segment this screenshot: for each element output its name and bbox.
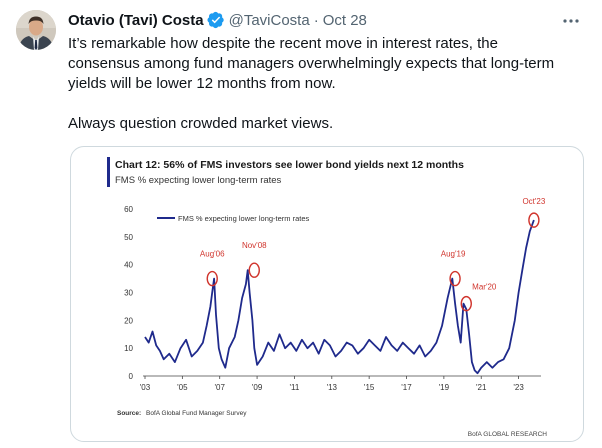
header-separator: · bbox=[313, 11, 319, 29]
annotation-label-0: Aug'06 bbox=[200, 250, 225, 259]
chart-subtitle: FMS % expecting lower long-term rates bbox=[115, 175, 282, 186]
x-tick-label-5: '13 bbox=[327, 383, 338, 392]
annotation-circle-4 bbox=[528, 212, 540, 228]
x-tick-label-10: '23 bbox=[513, 383, 524, 392]
tweet-timestamp[interactable]: Oct 28 bbox=[322, 11, 367, 29]
source-label: Source: bbox=[117, 410, 141, 417]
chart: Chart 12: 56% of FMS investors see lower… bbox=[107, 157, 548, 438]
tweet-media-image[interactable]: Chart 12: 56% of FMS investors see lower… bbox=[70, 146, 584, 442]
tweet-text-line-2: consensus among fund managers overwhelmi… bbox=[68, 55, 555, 72]
y-tick-label-5: 50 bbox=[124, 233, 133, 242]
annotation-circle-3 bbox=[460, 295, 472, 312]
series-line-0 bbox=[144, 219, 535, 375]
chart-title: Chart 12: 56% of FMS investors see lower… bbox=[115, 159, 464, 171]
x-tick-label-0: '03 bbox=[140, 383, 151, 392]
y-tick-label-3: 30 bbox=[124, 289, 133, 298]
source-note: Source: BofA Global Fund Manager Survey bbox=[117, 410, 247, 417]
y-tick-label-4: 40 bbox=[124, 261, 133, 270]
author-name[interactable]: Otavio (Tavi) Costa bbox=[68, 11, 204, 29]
annotation-circle-2 bbox=[449, 270, 461, 287]
tweet-text-line-4: Always question crowded market views. bbox=[68, 115, 334, 132]
more-horizontal-icon[interactable] bbox=[562, 12, 580, 30]
tweet-text: It’s remarkable how despite the recent m… bbox=[68, 34, 588, 134]
x-tick-label-3: '09 bbox=[252, 383, 263, 392]
x-tick-label-1: '05 bbox=[177, 383, 188, 392]
y-tick-label-6: 60 bbox=[124, 205, 133, 214]
y-tick-label-0: 0 bbox=[129, 372, 134, 381]
tweet-text-line-1: It’s remarkable how despite the recent m… bbox=[68, 35, 498, 52]
x-tick-label-4: '11 bbox=[290, 383, 300, 392]
y-tick-label-1: 10 bbox=[124, 344, 133, 353]
y-tick-label-2: 20 bbox=[124, 316, 133, 325]
source-text: BofA Global Fund Manager Survey bbox=[146, 410, 247, 417]
brand-label: BofA GLOBAL RESEARCH bbox=[468, 431, 548, 438]
legend-label-0: FMS % expecting lower long-term rates bbox=[178, 214, 310, 223]
annotation-label-4: Oct'23 bbox=[522, 197, 545, 206]
x-tick-label-7: '17 bbox=[401, 383, 412, 392]
annotation-circle-0 bbox=[206, 270, 218, 287]
annotation-label-1: Nov'08 bbox=[242, 241, 267, 250]
tweet-text-line-3: yields will be lower 12 months from now. bbox=[68, 75, 336, 92]
verified-badge-icon bbox=[207, 11, 225, 29]
x-tick-label-9: '21 bbox=[476, 383, 487, 392]
x-tick-label-6: '15 bbox=[364, 383, 375, 392]
author-handle[interactable]: @TaviCosta bbox=[228, 11, 310, 29]
annotation-label-2: Aug'19 bbox=[441, 250, 466, 259]
annotation-label-3: Mar'20 bbox=[472, 283, 497, 292]
avatar[interactable] bbox=[16, 10, 56, 50]
x-tick-label-8: '19 bbox=[439, 383, 450, 392]
tweet-header: Otavio (Tavi) Costa @TaviCosta · Oct 28 bbox=[68, 10, 367, 30]
annotation-circle-1 bbox=[248, 262, 260, 278]
x-tick-label-2: '07 bbox=[214, 383, 225, 392]
profile-photo bbox=[16, 10, 56, 50]
